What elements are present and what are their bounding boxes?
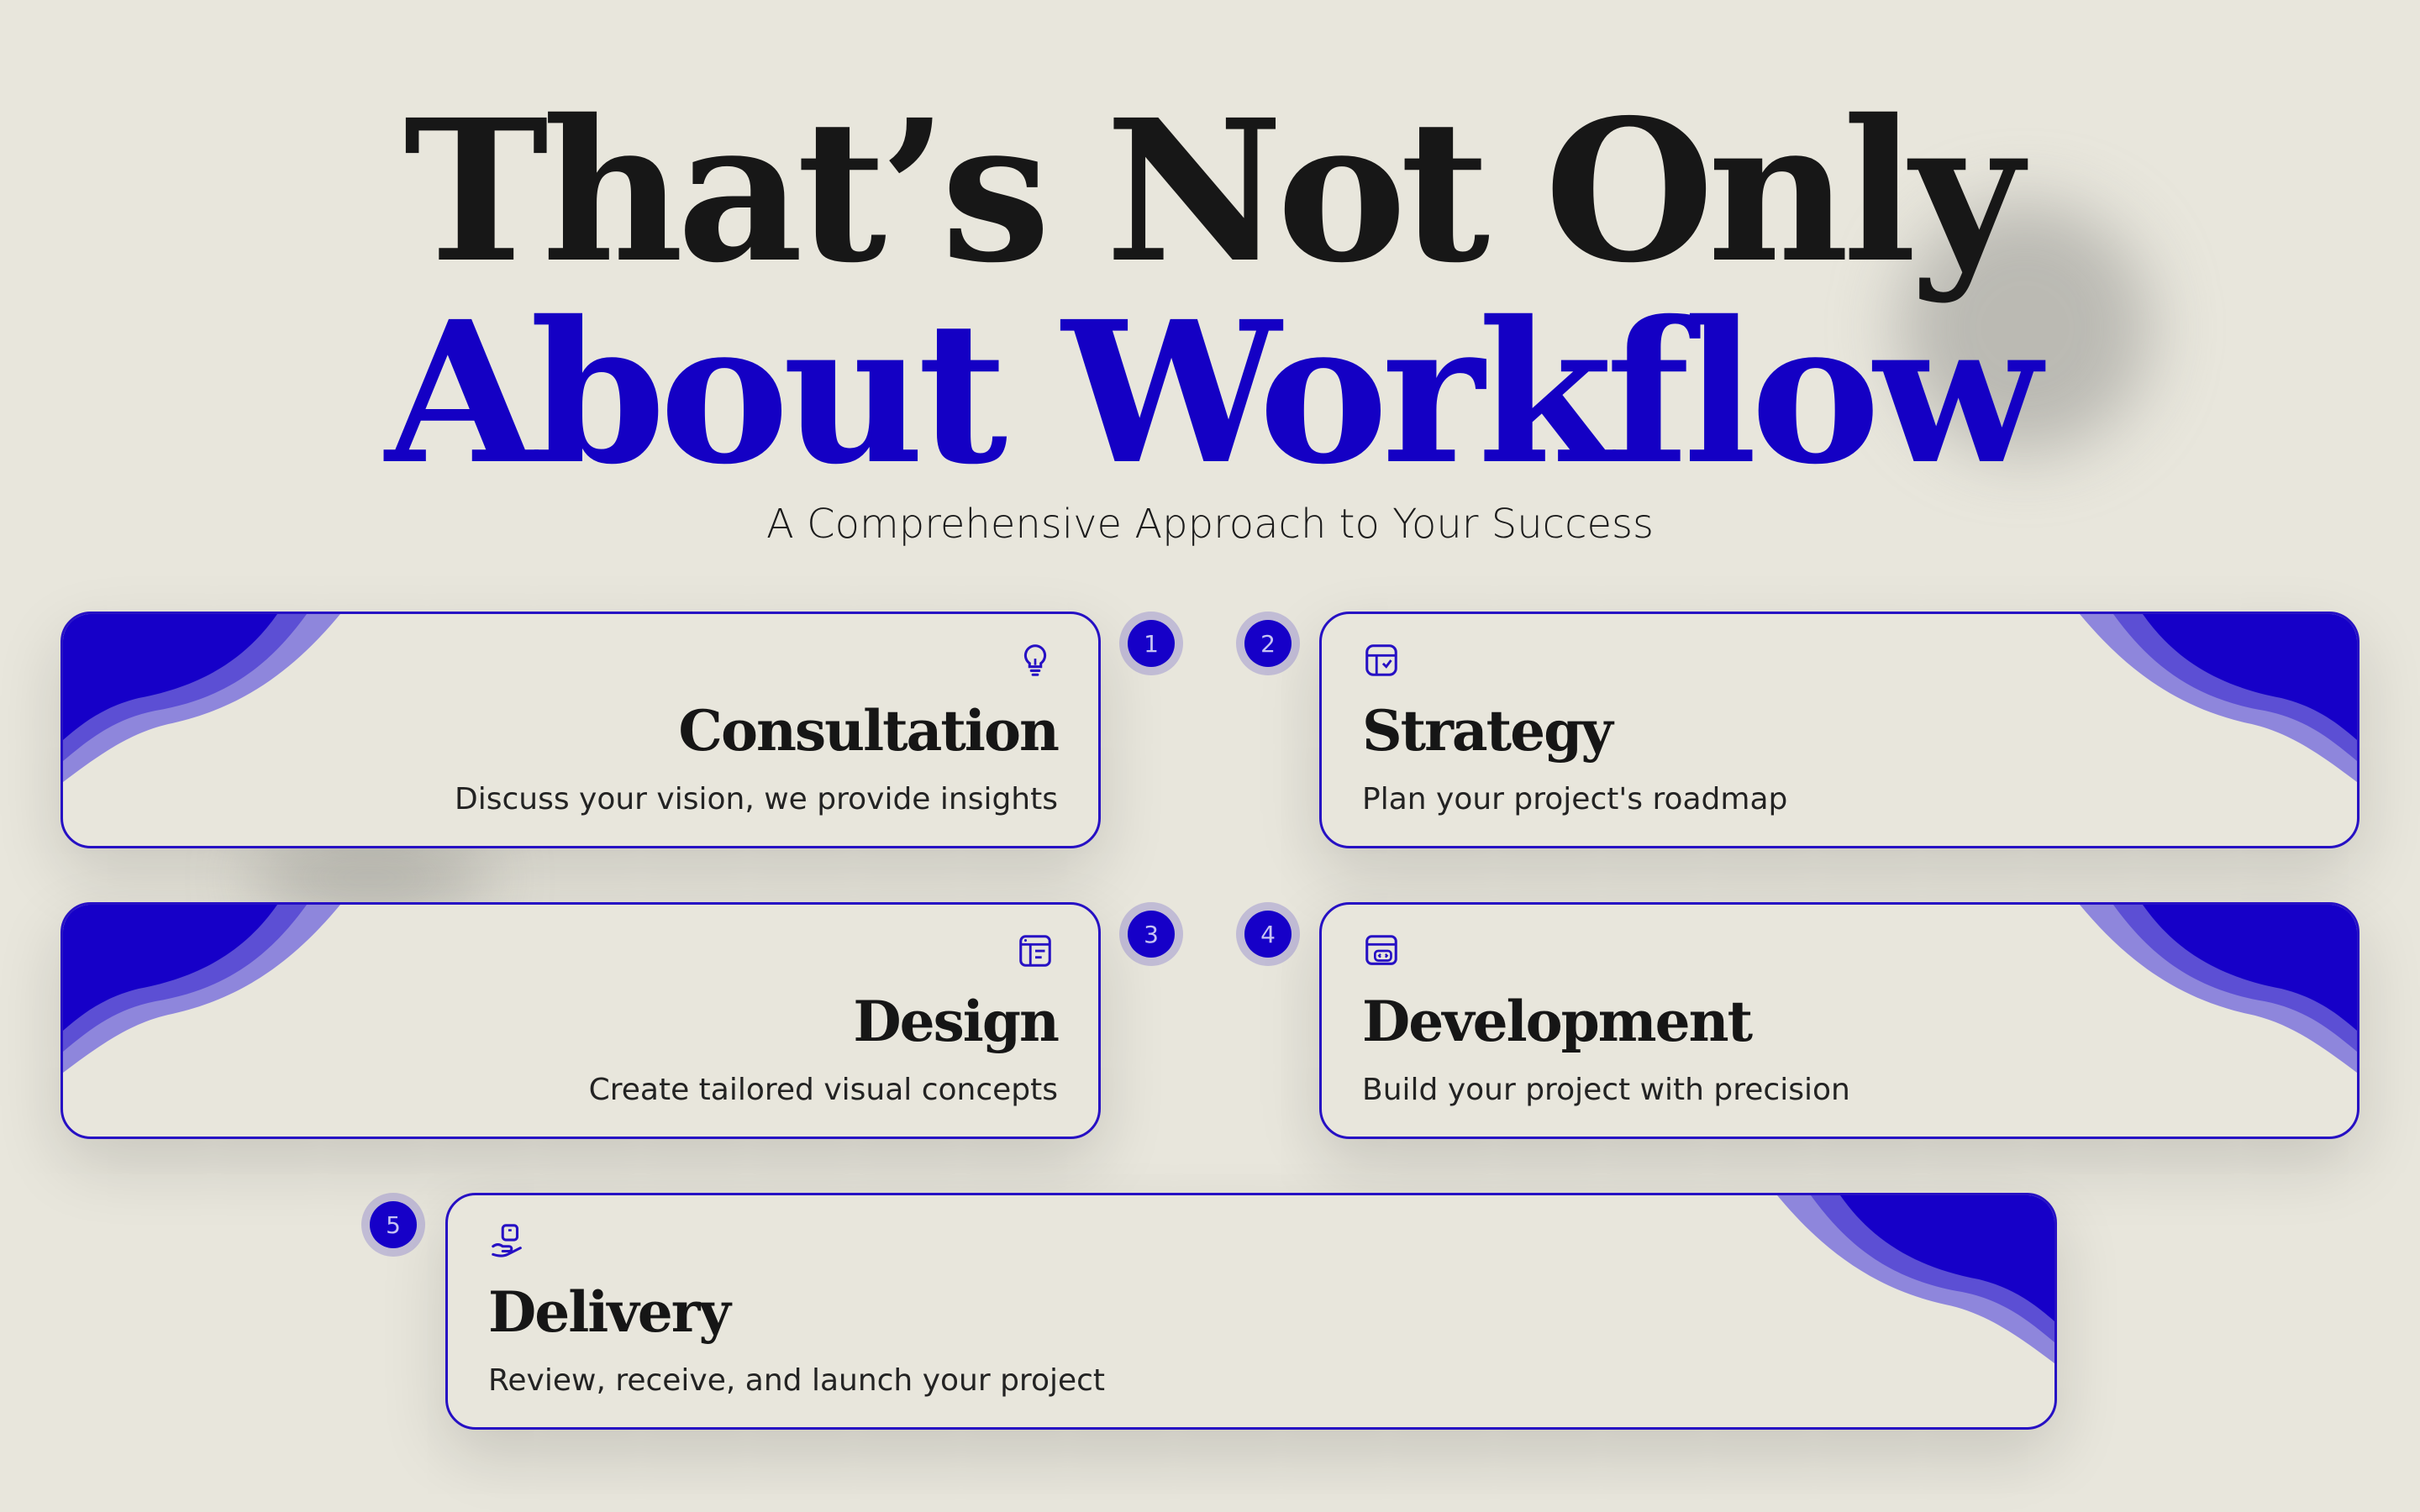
step-number-badge: 1 xyxy=(1128,620,1175,667)
step-description: Review, receive, and launch your project xyxy=(488,1363,1106,1398)
strategy-board-icon xyxy=(1365,644,1397,676)
step-card-design: Design Create tailored visual concepts xyxy=(60,902,1101,1139)
step-number-badge: 5 xyxy=(370,1201,417,1248)
step-card-consultation: Consultation Discuss your vision, we pro… xyxy=(60,612,1101,848)
layout-icon xyxy=(1019,935,1051,967)
step-title: Design xyxy=(853,989,1060,1054)
step-description: Plan your project's roadmap xyxy=(1362,782,1788,816)
code-window-icon xyxy=(1365,935,1397,965)
wave-decoration xyxy=(63,905,340,1073)
step-title: Strategy xyxy=(1362,698,1613,764)
step-description: Build your project with precision xyxy=(1362,1073,1850,1107)
step-card-delivery: Delivery Review, receive, and launch you… xyxy=(445,1193,2057,1430)
step-number-badge: 2 xyxy=(1244,620,1292,667)
step-card-development: Development Build your project with prec… xyxy=(1319,902,2360,1139)
wave-decoration xyxy=(2080,614,2357,782)
step-card-strategy: Strategy Plan your project's roadmap xyxy=(1319,612,2360,848)
lightbulb-icon xyxy=(1023,644,1047,676)
headline-line-1: That’s Not Only xyxy=(403,76,2023,306)
wave-decoration xyxy=(2080,905,2357,1073)
step-title: Consultation xyxy=(678,698,1060,764)
step-description: Create tailored visual concepts xyxy=(588,1073,1058,1107)
step-title: Development xyxy=(1362,989,1753,1054)
hand-box-icon xyxy=(492,1224,522,1257)
headline-line-2: About Workflow xyxy=(385,278,2041,507)
wave-decoration xyxy=(63,614,340,782)
subtitle: A Comprehensive Approach to Your Success xyxy=(765,501,1655,548)
step-title: Delivery xyxy=(488,1279,731,1345)
step-number-badge: 4 xyxy=(1244,911,1292,958)
step-number-badge: 3 xyxy=(1128,911,1175,958)
step-description: Discuss your vision, we provide insights xyxy=(454,782,1058,816)
wave-decoration xyxy=(1777,1195,2054,1363)
